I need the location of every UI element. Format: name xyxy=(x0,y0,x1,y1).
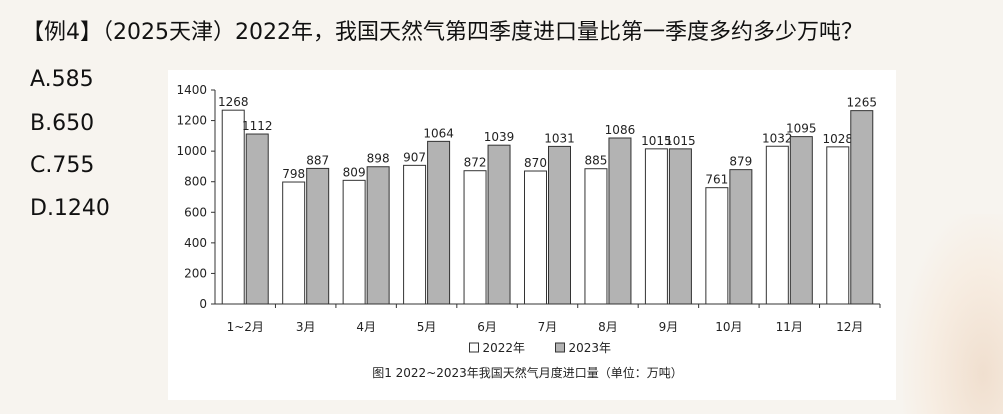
x-tick-label: 7月 xyxy=(538,320,558,334)
y-tick-label: 200 xyxy=(184,266,207,280)
x-tick-label: 1~2月 xyxy=(227,320,264,334)
bar-chart: 0 200 400 600 800 1000 1200 1400 1268 1112 1~2月 798… xyxy=(176,83,881,380)
data-label: 879 xyxy=(729,155,752,169)
x-tick-label: 12月 xyxy=(836,320,863,334)
data-label: 1086 xyxy=(605,123,636,137)
data-label: 1039 xyxy=(484,130,515,144)
bar-2023 xyxy=(608,137,632,305)
bar-2022 xyxy=(584,168,608,305)
bar-2022 xyxy=(403,164,427,305)
data-label: 809 xyxy=(343,165,366,179)
data-label: 1015 xyxy=(641,134,672,148)
x-tick-label: 10月 xyxy=(715,320,742,334)
bar-2023 xyxy=(366,166,390,305)
y-tick-label: 1400 xyxy=(176,83,207,97)
bar-2022 xyxy=(826,146,850,305)
chart-caption: 图1 2022~2023年我国天然气月度进口量（单位：万吨） xyxy=(372,365,683,380)
x-tick-label: 8月 xyxy=(598,320,618,334)
bar-2023 xyxy=(487,144,511,305)
data-label: 1031 xyxy=(544,131,575,145)
bar-2023 xyxy=(789,136,813,305)
chart-panel: 0 200 400 600 800 1000 1200 1400 1268 1112 1~2月 798… xyxy=(168,70,896,400)
data-label: 885 xyxy=(585,154,608,168)
bar-2023 xyxy=(306,167,330,305)
background-decoration xyxy=(903,214,1003,414)
data-label: 898 xyxy=(367,152,390,166)
bar-2022 xyxy=(221,109,245,305)
bar-2023 xyxy=(245,133,269,305)
data-label: 1028 xyxy=(822,132,853,146)
option-d[interactable]: D.1240 xyxy=(30,196,110,221)
bar-2023 xyxy=(850,110,874,305)
option-a[interactable]: A.585 xyxy=(30,67,94,92)
bar-2022 xyxy=(705,187,729,305)
y-tick-label: 400 xyxy=(184,236,207,250)
question-text: 【例4】（2025天津）2022年，我国天然气第四季度进口量比第一季度多约多少万… xyxy=(22,20,863,45)
x-tick-label: 5月 xyxy=(417,320,437,334)
y-tick-label: 0 xyxy=(199,297,207,311)
data-label: 1032 xyxy=(762,131,793,145)
bar-2022 xyxy=(282,181,306,305)
bar-2022 xyxy=(463,170,487,305)
bar-2022 xyxy=(644,148,668,305)
x-tick-label: 9月 xyxy=(659,320,679,334)
data-label: 798 xyxy=(282,167,305,181)
legend-swatch xyxy=(469,342,479,353)
bar-2022 xyxy=(342,179,366,305)
data-label: 1095 xyxy=(786,122,817,136)
data-label: 1112 xyxy=(242,119,273,133)
x-tick-label: 6月 xyxy=(477,320,497,334)
data-label: 1265 xyxy=(846,96,877,110)
x-tick-label: 3月 xyxy=(296,320,316,334)
bar-2022 xyxy=(524,170,547,305)
bar-2022 xyxy=(765,145,789,305)
data-label: 1015 xyxy=(665,134,696,148)
y-tick-label: 1000 xyxy=(176,144,207,158)
bar-2023 xyxy=(729,169,753,305)
y-tick-label: 800 xyxy=(184,175,207,189)
data-label: 761 xyxy=(705,173,728,187)
data-label: 872 xyxy=(464,156,487,170)
data-label: 1268 xyxy=(218,95,249,109)
bar-2023 xyxy=(427,140,451,305)
data-label: 1064 xyxy=(423,126,454,140)
data-label: 870 xyxy=(524,156,547,170)
bar-2023 xyxy=(668,148,692,305)
option-b[interactable]: B.650 xyxy=(30,111,95,136)
bar-2023 xyxy=(548,145,571,305)
data-label: 887 xyxy=(306,153,329,167)
legend-label: 2022年 xyxy=(483,341,526,355)
legend-label: 2023年 xyxy=(569,341,612,355)
y-tick-label: 1200 xyxy=(176,114,207,128)
x-tick-label: 11月 xyxy=(776,320,803,334)
y-tick-label: 600 xyxy=(184,205,207,219)
legend-swatch xyxy=(555,342,565,353)
x-tick-label: 4月 xyxy=(356,320,376,334)
data-label: 907 xyxy=(403,150,426,164)
option-c[interactable]: C.755 xyxy=(30,153,95,178)
